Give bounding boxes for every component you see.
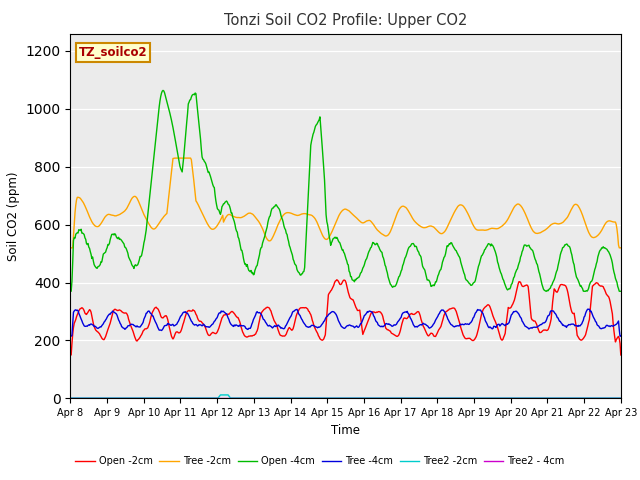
Tree2 - 4cm: [189, 395, 196, 401]
Tree2 - 4cm: [218, 395, 226, 401]
Open -4cm: [77, 228, 84, 233]
Tree2 - 4cm: [413, 395, 420, 401]
Open -2cm: [189, 307, 196, 312]
Open -4cm: [429, 282, 437, 288]
Line: Open -2cm: Open -2cm: [70, 280, 621, 355]
Tree -4cm: [189, 321, 196, 326]
Text: TZ_soilco2: TZ_soilco2: [79, 47, 147, 60]
Open -2cm: [218, 315, 226, 321]
Tree -4cm: [617, 333, 625, 339]
Tree -2cm: [67, 245, 74, 251]
Tree2 -2cm: [133, 395, 141, 401]
Tree2 - 4cm: [429, 395, 436, 401]
Tree -2cm: [413, 221, 421, 227]
Open -2cm: [133, 338, 141, 344]
Tree -2cm: [133, 195, 141, 201]
Tree2 - 4cm: [617, 395, 625, 401]
Tree2 -2cm: [216, 392, 224, 398]
Open -4cm: [133, 263, 141, 268]
Open -4cm: [413, 246, 421, 252]
Tree2 -2cm: [617, 395, 625, 401]
Tree2 -2cm: [429, 395, 437, 401]
Tree2 -2cm: [413, 395, 421, 401]
Line: Tree -4cm: Tree -4cm: [70, 309, 621, 336]
Tree2 - 4cm: [77, 395, 84, 401]
Tree -4cm: [413, 324, 420, 329]
X-axis label: Time: Time: [331, 424, 360, 437]
Tree -4cm: [218, 309, 226, 314]
Open -4cm: [67, 288, 74, 294]
Tree -4cm: [429, 323, 436, 329]
Open -4cm: [219, 203, 227, 208]
Tree -2cm: [190, 176, 198, 182]
Tree -4cm: [133, 323, 141, 329]
Tree -4cm: [77, 314, 84, 320]
Tree2 -2cm: [189, 395, 196, 401]
Open -2cm: [67, 352, 74, 358]
Open -2cm: [429, 332, 437, 338]
Line: Tree -2cm: Tree -2cm: [70, 158, 621, 248]
Tree2 - 4cm: [133, 395, 141, 401]
Open -2cm: [617, 352, 625, 358]
Open -4cm: [617, 288, 625, 294]
Tree -4cm: [584, 306, 592, 312]
Tree2 -2cm: [67, 395, 74, 401]
Y-axis label: Soil CO2 (ppm): Soil CO2 (ppm): [7, 171, 20, 261]
Tree2 -2cm: [219, 392, 227, 398]
Line: Open -4cm: Open -4cm: [70, 90, 621, 291]
Tree -2cm: [172, 155, 179, 161]
Tree -4cm: [67, 333, 74, 339]
Legend: Open -2cm, Tree -2cm, Open -4cm, Tree -4cm, Tree2 -2cm, Tree2 - 4cm: Open -2cm, Tree -2cm, Open -4cm, Tree -4…: [72, 453, 568, 470]
Tree2 -2cm: [77, 395, 84, 401]
Tree -2cm: [219, 212, 227, 218]
Tree -2cm: [77, 195, 84, 201]
Open -2cm: [333, 277, 340, 283]
Open -2cm: [77, 306, 84, 312]
Tree2 - 4cm: [67, 395, 74, 401]
Title: Tonzi Soil CO2 Profile: Upper CO2: Tonzi Soil CO2 Profile: Upper CO2: [224, 13, 467, 28]
Line: Tree2 -2cm: Tree2 -2cm: [70, 395, 621, 398]
Tree -2cm: [617, 245, 625, 251]
Open -2cm: [413, 309, 421, 315]
Open -4cm: [190, 91, 198, 97]
Open -4cm: [159, 87, 167, 93]
Tree -2cm: [429, 224, 437, 230]
